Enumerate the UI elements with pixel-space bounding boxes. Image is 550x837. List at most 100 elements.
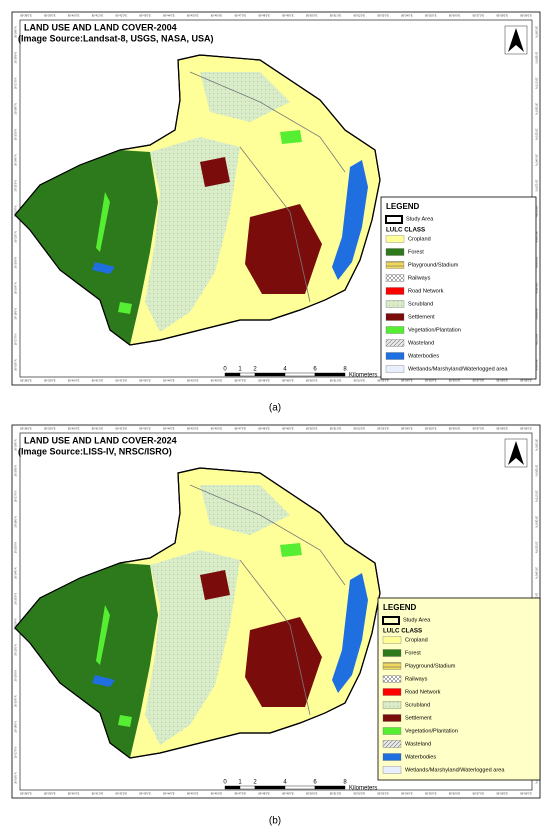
longitude-label: 85°38'0"E	[20, 792, 32, 796]
longitude-label: 85°56'0"E	[449, 14, 461, 18]
legend-swatch	[382, 740, 402, 748]
legend-swatch	[385, 326, 405, 334]
longitude-label: 85°48'0"E	[258, 427, 270, 431]
longitude-label: 85°41'0"E	[92, 379, 104, 383]
scale-unit: Kilometers	[349, 373, 377, 379]
settlement-area	[200, 157, 322, 294]
legend-swatch	[385, 313, 405, 321]
longitude-label: 85°39'0"E	[44, 379, 56, 383]
latitude-label: 20°17'0"N	[14, 333, 18, 345]
scale-label: 8	[343, 780, 347, 786]
scrubland-area	[145, 485, 290, 745]
longitude-label: 85°41'0"E	[92, 792, 104, 796]
legend-label: Study Area	[406, 216, 434, 222]
longitude-label: 85°48'0"E	[258, 379, 270, 383]
longitude-label: 85°47'0"E	[235, 14, 247, 18]
longitude-label: 85°44'0"E	[163, 379, 175, 383]
map-title: LAND USE AND LAND COVER-2024	[24, 435, 177, 445]
longitude-label: 85°52'0"E	[354, 379, 366, 383]
latitude-label: 20°23'0"N	[14, 593, 18, 605]
latitude-label: 20°19'0"N	[14, 695, 18, 707]
legend-swatch	[385, 261, 405, 269]
latitude-label: 20°25'0"N	[14, 129, 18, 141]
scale-label: 2	[253, 780, 257, 786]
road	[189, 71, 346, 303]
latitude-label: 20°26'0"N	[534, 103, 538, 115]
scale-segment	[314, 785, 346, 790]
longitude-label: 85°40'0"E	[68, 427, 80, 431]
legend-label: Waterbodies	[405, 754, 436, 760]
longitude-label: 85°48'0"E	[258, 14, 270, 18]
scale-label: 0	[223, 367, 227, 373]
legend-box	[377, 597, 541, 781]
legend-swatch	[382, 753, 402, 761]
longitude-label: 85°54'0"E	[401, 792, 413, 796]
legend-swatch	[382, 675, 402, 683]
longitude-label: 85°59'0"E	[520, 379, 532, 383]
legend-swatch	[385, 235, 405, 243]
latitude-label: 20°29'0"N	[14, 439, 18, 451]
map-subtitle: (Image Source:Landsat-8, USGS, NASA, USA…	[18, 33, 214, 43]
legend-swatch	[385, 274, 405, 282]
longitude-label: 85°55'0"E	[425, 14, 437, 18]
longitude-label: 85°39'0"E	[44, 792, 56, 796]
scale-label: 4	[283, 367, 287, 373]
longitude-label: 85°41'0"E	[92, 427, 104, 431]
caption: (a)	[269, 403, 281, 414]
longitude-label: 85°57'0"E	[473, 14, 485, 18]
latitude-label: 20°23'0"N	[534, 180, 538, 192]
map-panel: 85°38'0"E 85°38'0"E 85°39'0"E 85°39'0"E 85°4…	[11, 424, 541, 799]
legend-swatch	[382, 688, 402, 696]
latitude-label: 20°24'0"N	[534, 154, 538, 166]
longitude-label: 85°42'0"E	[116, 379, 128, 383]
legend-swatch	[385, 300, 405, 308]
longitude-label: 85°38'0"E	[20, 427, 32, 431]
longitude-label: 85°47'0"E	[235, 792, 247, 796]
scale-label: 6	[313, 367, 317, 373]
longitude-label: 85°42'0"E	[116, 792, 128, 796]
longitude-label: 85°58'0"E	[496, 14, 508, 18]
longitude-label: 85°56'0"E	[449, 379, 461, 383]
longitude-label: 85°53'0"E	[377, 792, 389, 796]
water-area	[92, 160, 368, 280]
longitude-label: 85°47'0"E	[235, 379, 247, 383]
longitude-label: 85°49'0"E	[282, 427, 294, 431]
map-panel: 85°38'0"E 85°38'0"E 85°39'0"E 85°39'0"E 85°4…	[11, 11, 541, 386]
legend-label: Settlement	[408, 314, 435, 320]
longitude-label: 85°46'0"E	[211, 792, 223, 796]
longitude-label: 85°45'0"E	[187, 379, 199, 383]
legend-label: Settlement	[405, 715, 432, 721]
latitude-label: 20°18'0"N	[14, 308, 18, 320]
legend-label: Waterbodies	[408, 353, 439, 359]
north-arrow	[508, 441, 524, 465]
longitude-label: 85°54'0"E	[401, 379, 413, 383]
legend-label: Wasteland	[408, 340, 434, 346]
legend-class-title: LULC CLASS	[386, 227, 425, 234]
legend-swatch	[382, 714, 402, 722]
legend-label: Cropland	[408, 236, 431, 242]
longitude-label: 85°39'0"E	[44, 427, 56, 431]
longitude-label: 85°58'0"E	[496, 792, 508, 796]
latitude-label: 20°29'0"N	[534, 26, 538, 38]
latitude-label: 20°27'0"N	[534, 77, 538, 89]
forest-area	[15, 150, 158, 345]
legend-title: LEGEND	[386, 202, 420, 211]
longitude-label: 85°56'0"E	[449, 792, 461, 796]
legend-label: Playground/Stadium	[408, 262, 459, 268]
latitude-label: 20°28'0"N	[14, 52, 18, 64]
longitude-label: 85°40'0"E	[68, 14, 80, 18]
longitude-label: 85°50'0"E	[306, 427, 318, 431]
longitude-label: 85°42'0"E	[116, 14, 128, 18]
longitude-label: 85°58'0"E	[496, 427, 508, 431]
legend-label: Wetlands/Marshyland/Waterlogged area	[405, 767, 505, 773]
longitude-label: 85°51'0"E	[330, 427, 342, 431]
scale-label: 1	[238, 780, 242, 786]
study-area-swatch	[382, 616, 400, 625]
longitude-label: 85°46'0"E	[211, 379, 223, 383]
scale-segment	[239, 785, 256, 790]
latitude-label: 20°27'0"N	[534, 490, 538, 502]
latitude-label: 20°22'0"N	[14, 618, 18, 630]
longitude-label: 85°50'0"E	[306, 379, 318, 383]
longitude-label: 85°45'0"E	[187, 792, 199, 796]
legend-swatch	[385, 287, 405, 295]
